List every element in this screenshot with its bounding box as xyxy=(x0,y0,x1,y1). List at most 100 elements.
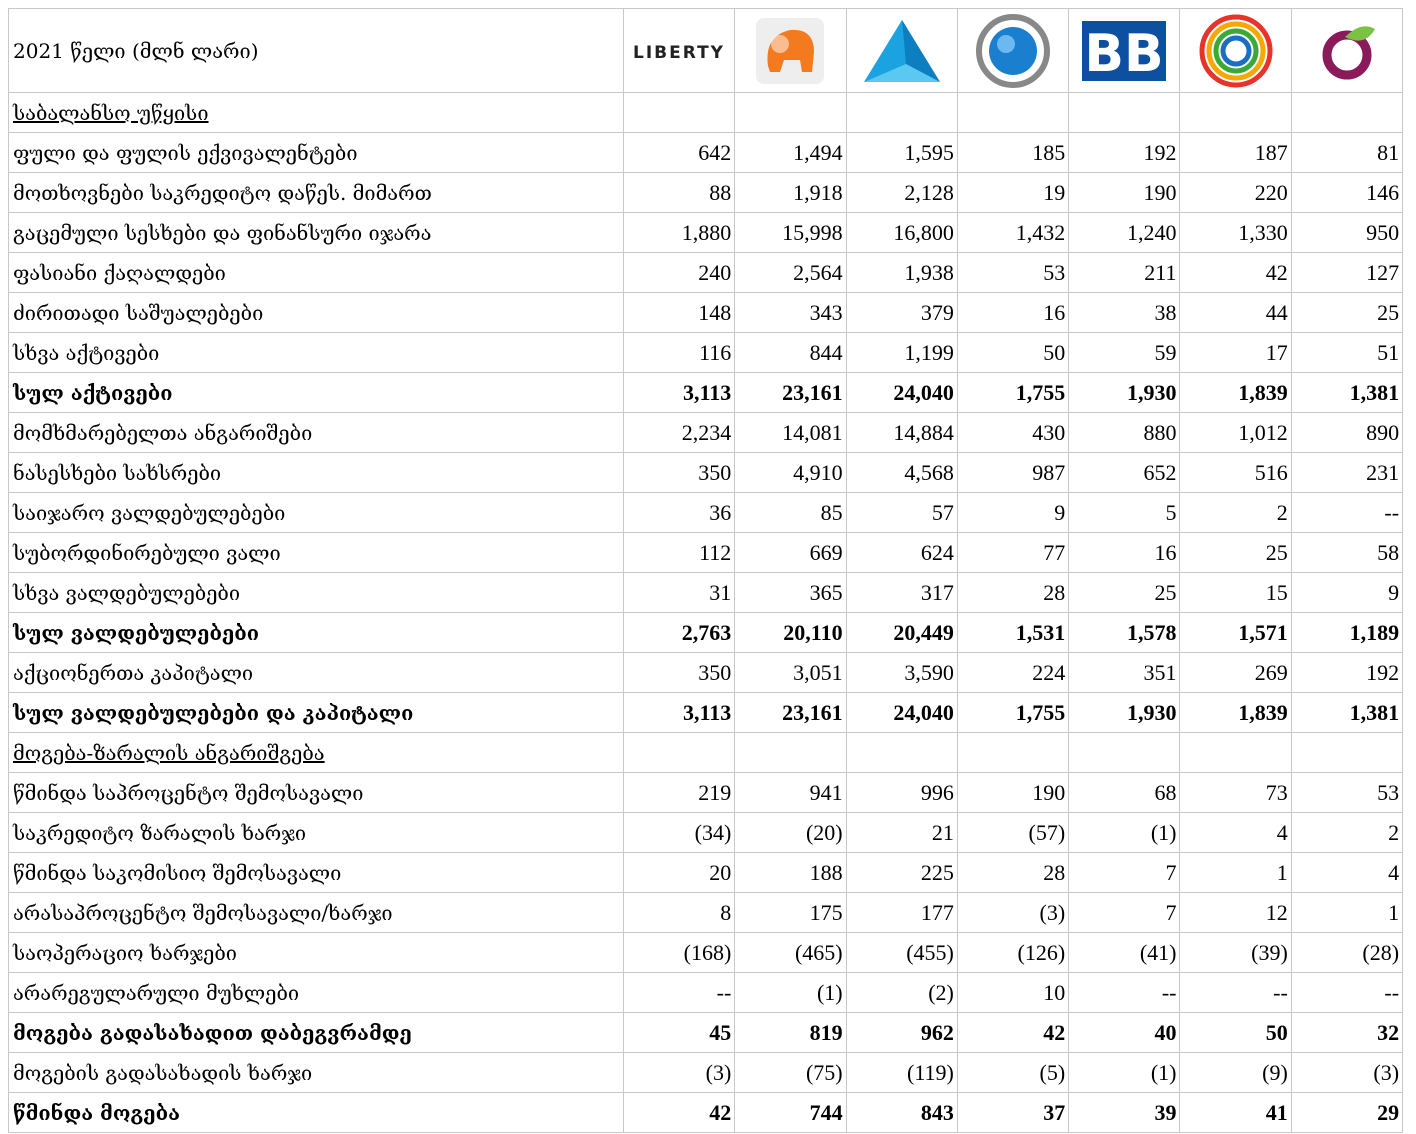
table-row: სულ ვალდებულებები 2,763 20,110 20,449 1,531 1… xyxy=(8,612,1404,653)
value-cell: 1,531 xyxy=(956,612,1070,653)
row-label: მოთხოვნები საკრედიტო დაწეს. მიმართ xyxy=(8,172,624,213)
value-cell: 2,763 xyxy=(622,612,736,653)
value-cell: 17 xyxy=(1179,332,1292,373)
value-cell: 350 xyxy=(622,452,736,493)
value-cell: (168) xyxy=(622,932,736,973)
value-cell: 40 xyxy=(1068,1012,1181,1053)
row-label: წმინდა საპროცენტო შემოსავალი xyxy=(8,772,624,813)
logo-cell xyxy=(734,8,847,93)
value-cell: 1,432 xyxy=(956,212,1070,253)
value-cell: 42 xyxy=(1179,252,1292,293)
table-row: წმინდა მოგება 42 744 843 37 39 41 29 xyxy=(8,1092,1404,1133)
value-cell: 16 xyxy=(1068,532,1181,573)
value-cell: 1,880 xyxy=(622,212,736,253)
logo-cell: LIBERTY xyxy=(622,8,736,93)
value-cell: (75) xyxy=(734,1052,847,1093)
row-label: მოგების გადასახადის ხარჯი xyxy=(8,1052,624,1093)
empty-cell xyxy=(1179,732,1292,773)
table-row: საოპერაციო ხარჯები (168) (465) (455) (126) (4… xyxy=(8,932,1404,973)
value-cell: (1) xyxy=(1068,1052,1181,1093)
value-cell: 29 xyxy=(1290,1092,1404,1133)
value-cell: (9) xyxy=(1179,1052,1292,1093)
value-cell: 516 xyxy=(1179,452,1292,493)
value-cell: 190 xyxy=(956,772,1070,813)
row-label: საიჯარო ვალდებულებები xyxy=(8,492,624,533)
logo-liberty: LIBERTY xyxy=(634,43,723,63)
row-label: არასაპროცენტო შემოსავალი/ხარჯი xyxy=(8,892,624,933)
value-cell: 28 xyxy=(956,572,1070,613)
table-row: ძირითადი საშუალებები 148 343 379 16 38 44 25 xyxy=(8,292,1404,333)
table-row: სუბორდინირებული ვალი 112 669 624 77 16 25 58 xyxy=(8,532,1404,573)
value-cell: 3,113 xyxy=(622,372,736,413)
empty-cell xyxy=(622,732,736,773)
value-cell: 844 xyxy=(734,332,847,373)
financial-table: 2021 წელი (მლნ ლარი) LIBERTY BB საბალანს… xyxy=(8,8,1404,1133)
value-cell: 880 xyxy=(1068,412,1181,453)
value-cell: 5 xyxy=(1068,492,1181,533)
table-row: სულ ვალდებულებები და კაპიტალი 3,113 23,161… xyxy=(8,692,1404,733)
value-cell: 987 xyxy=(956,452,1070,493)
row-label: სულ ვალდებულებები xyxy=(8,612,624,653)
table-row: გაცემული სესხები და ფინანსური იჯარა 1,880… xyxy=(8,212,1404,253)
value-cell: 192 xyxy=(1290,652,1404,693)
empty-cell xyxy=(734,92,847,133)
header-row: 2021 წელი (მლნ ლარი) LIBERTY BB xyxy=(8,8,1404,93)
value-cell: 148 xyxy=(622,292,736,333)
value-cell: (57) xyxy=(956,812,1070,853)
value-cell: 31 xyxy=(622,572,736,613)
table-row: წმინდა საკომისიო შემოსავალი 20 188 225 28 7 1 4 xyxy=(8,852,1404,893)
value-cell: 51 xyxy=(1290,332,1404,373)
value-cell: 188 xyxy=(734,852,847,893)
row-label: სუბორდინირებული ვალი xyxy=(8,532,624,573)
row-label: ფული და ფულის ექვივალენტები xyxy=(8,132,624,173)
value-cell: 1 xyxy=(1290,892,1404,933)
value-cell: 1,918 xyxy=(734,172,847,213)
value-cell: 3,590 xyxy=(845,652,958,693)
value-cell: 25 xyxy=(1068,572,1181,613)
value-cell: -- xyxy=(1068,972,1181,1013)
row-label: ძირითადი საშუალებები xyxy=(8,292,624,333)
table-row: არარეგულარული მუხლები -- (1) (2) 10 -- -- -- xyxy=(8,972,1404,1013)
value-cell: 224 xyxy=(956,652,1070,693)
empty-cell xyxy=(1068,732,1181,773)
value-cell: 2,234 xyxy=(622,412,736,453)
value-cell: 430 xyxy=(956,412,1070,453)
row-label: ნასესხები სახსრები xyxy=(8,452,624,493)
value-cell: 1,578 xyxy=(1068,612,1181,653)
logo-cell xyxy=(845,8,958,93)
empty-cell xyxy=(1290,92,1404,133)
value-cell: 24,040 xyxy=(845,372,958,413)
value-cell: 4,568 xyxy=(845,452,958,493)
value-cell: 77 xyxy=(956,532,1070,573)
empty-cell xyxy=(845,92,958,133)
value-cell: 20,110 xyxy=(734,612,847,653)
table-row: ფასიანი ქაღალდები 240 2,564 1,938 53 211 42 127 xyxy=(8,252,1404,293)
value-cell: -- xyxy=(1179,972,1292,1013)
value-cell: (3) xyxy=(1290,1052,1404,1093)
value-cell: 57 xyxy=(845,492,958,533)
value-cell: (20) xyxy=(734,812,847,853)
value-cell: -- xyxy=(622,972,736,1013)
value-cell: (28) xyxy=(1290,932,1404,973)
value-cell: 12 xyxy=(1179,892,1292,933)
value-cell: 4,910 xyxy=(734,452,847,493)
empty-cell xyxy=(1290,732,1404,773)
logo-sphere xyxy=(1199,14,1273,87)
table-row: აქციონერთა კაპიტალი 350 3,051 3,590 224 351 26… xyxy=(8,652,1404,693)
value-cell: 1,381 xyxy=(1290,692,1404,733)
table-row: არასაპროცენტო შემოსავალი/ხარჯი 8 175 177 (3)… xyxy=(8,892,1404,933)
value-cell: 240 xyxy=(622,252,736,293)
logo-leaf xyxy=(1322,25,1375,79)
empty-cell xyxy=(956,732,1070,773)
value-cell: 32 xyxy=(1290,1012,1404,1053)
logo-cell xyxy=(956,8,1070,93)
value-cell: 15 xyxy=(1179,572,1292,613)
logo-cell xyxy=(1179,8,1292,93)
row-label: ფასიანი ქაღალდები xyxy=(8,252,624,293)
value-cell: 190 xyxy=(1068,172,1181,213)
table-row: სხვა აქტივები 116 844 1,199 50 59 17 51 xyxy=(8,332,1404,373)
value-cell: 365 xyxy=(734,572,847,613)
value-cell: 669 xyxy=(734,532,847,573)
value-cell: (1) xyxy=(1068,812,1181,853)
empty-cell xyxy=(845,732,958,773)
